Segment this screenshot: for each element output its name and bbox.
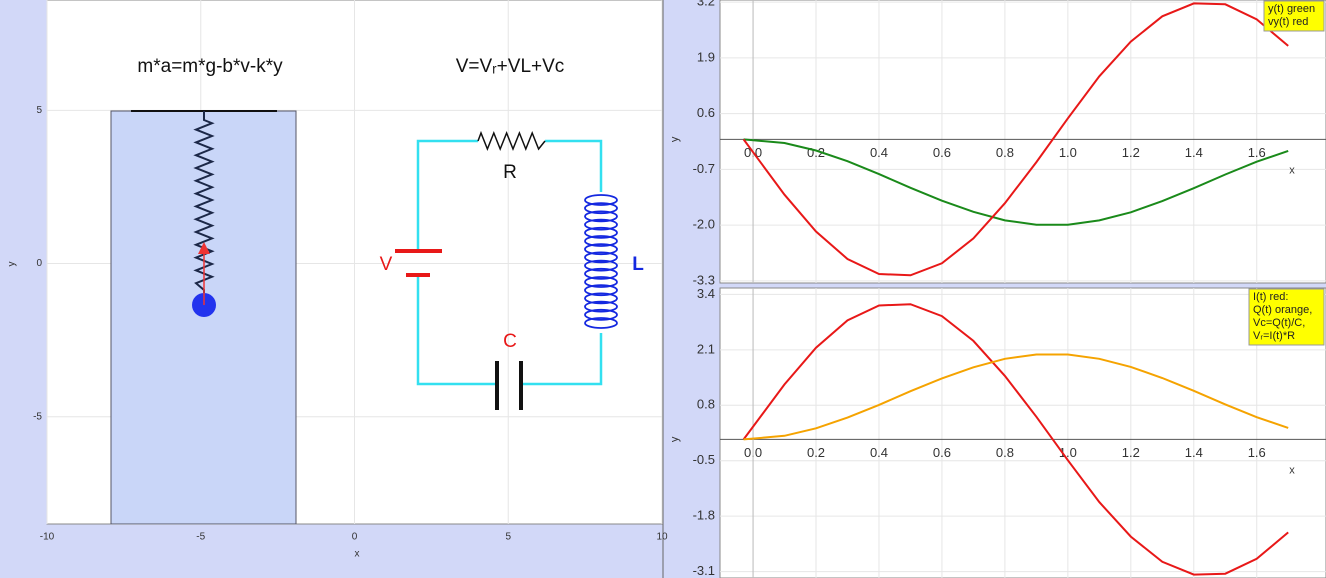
legend-entry: vy(t) red <box>1268 16 1308 28</box>
coil-loop <box>584 243 618 256</box>
x-tick-label: 0.6 <box>933 445 951 460</box>
coil-loop <box>584 300 618 313</box>
y-tick-label: 0 <box>36 258 42 269</box>
y-axis-label: y <box>7 262 18 267</box>
x-tick-label: 1.0 <box>1059 145 1077 160</box>
x-tick-label: 0 <box>352 532 358 543</box>
coil-loop <box>584 267 618 280</box>
coil-loop <box>584 292 618 305</box>
y-tick-label: 2.1 <box>697 341 715 356</box>
coil-loop <box>584 218 618 231</box>
series-line <box>742 303 1289 576</box>
y-tick-label: -3.1 <box>693 563 715 578</box>
y-tick-label: -5 <box>33 411 42 422</box>
x-tick-label: 1.4 <box>1185 445 1203 460</box>
simulation <box>110 110 618 524</box>
y-tick-label: -0.5 <box>693 452 715 467</box>
legend-entry: Vᵣ=I(t)*R <box>1253 330 1295 342</box>
label: L <box>632 254 644 275</box>
series-line <box>743 138 1289 226</box>
plot-lines <box>742 303 1289 576</box>
equation: V=Vᵣ+VL+Vc <box>456 56 565 77</box>
x-axis-label: x <box>1289 464 1295 476</box>
spring <box>193 111 215 293</box>
coil-loop <box>584 235 618 247</box>
y-tick-label: -0.7 <box>693 161 715 176</box>
x-tick-label: 1.4 <box>1185 145 1203 160</box>
x-axis-label: x <box>355 549 360 560</box>
coil-loop <box>584 276 618 288</box>
coil-loop <box>584 284 618 297</box>
x-tick-label: 0.4 <box>870 145 888 160</box>
coil-loop <box>584 317 618 329</box>
plot-lines <box>742 2 1289 277</box>
y-tick-label: -1.8 <box>693 508 715 523</box>
wires <box>416 139 603 386</box>
inductor <box>584 194 618 329</box>
x-tick-label: 1.2 <box>1122 145 1140 160</box>
y-tick-label: -3.3 <box>693 272 715 287</box>
coil-loop <box>584 251 618 264</box>
x-tick-label: 0.8 <box>996 445 1014 460</box>
label: V <box>380 254 393 275</box>
x-tick-label: 0.2 <box>807 445 825 460</box>
x-tick-label: 1.6 <box>1248 145 1266 160</box>
plot-area <box>719 287 1326 578</box>
legend-entry: I(t) red: <box>1253 291 1288 303</box>
x-tick-label: 0.6 <box>933 145 951 160</box>
series-line <box>743 353 1289 441</box>
legend-entry: y(t) green <box>1268 3 1315 15</box>
x-tick-label: 5 <box>505 532 511 543</box>
y-tick-label: 3.2 <box>697 0 715 9</box>
y-tick-label: 1.9 <box>697 49 715 64</box>
x-tick-label: 0.4 <box>870 445 888 460</box>
x-axis-label: x <box>1289 164 1295 176</box>
y-axis-label: y <box>669 436 681 442</box>
x-tick-label: 0.8 <box>996 145 1014 160</box>
x-tick-label: 1.0 <box>1059 445 1077 460</box>
coil-loop <box>584 210 618 223</box>
y-tick-label: -2.0 <box>693 217 715 232</box>
x-tick-label: 10 <box>656 532 668 543</box>
water-region <box>110 110 297 524</box>
coil-loop <box>584 259 618 272</box>
x-tick-label: -10 <box>40 532 55 543</box>
legend-entry: Vc=Q(t)/C, <box>1253 317 1305 329</box>
series-line <box>742 2 1289 277</box>
coil-loop <box>584 194 618 206</box>
coil-loop <box>584 226 618 239</box>
y-tick-label: 0.6 <box>697 105 715 120</box>
legend-box <box>1263 0 1325 32</box>
legend-entry: Q(t) orange, <box>1253 304 1312 316</box>
coil-loop <box>584 308 618 321</box>
coil-loop <box>584 202 618 215</box>
plot-area <box>719 0 1326 284</box>
x-tick-label: -5 <box>196 532 205 543</box>
label: R <box>503 162 517 183</box>
x-tick-label: 1.6 <box>1248 445 1266 460</box>
label: C <box>503 331 517 352</box>
legend-box <box>1248 288 1325 346</box>
x-tick-label: 1.2 <box>1122 445 1140 460</box>
y-tick-label: 5 <box>36 105 42 116</box>
equation: m*a=m*g-b*v-k*y <box>137 56 283 77</box>
resistor <box>477 130 546 152</box>
y-tick-label: 3.4 <box>697 286 715 301</box>
y-tick-label: 0.8 <box>697 397 715 412</box>
y-axis-label: y <box>669 136 681 142</box>
